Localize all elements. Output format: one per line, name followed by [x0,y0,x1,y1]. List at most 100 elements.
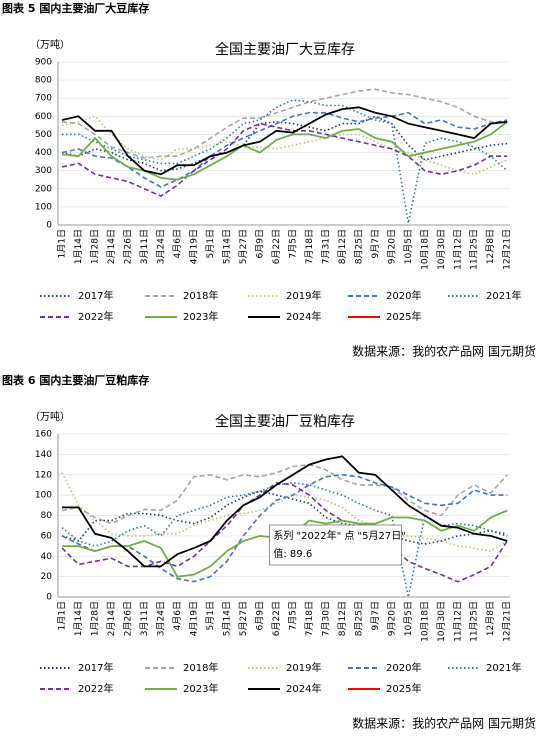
legend-label: 2024年 [286,310,321,323]
legend-label: 2020年 [386,661,421,674]
x-tick-label: 1月14日 [73,601,84,636]
tooltip-box [268,524,402,566]
x-tick-label: 5月27日 [238,229,249,264]
legend-label: 2017年 [78,661,113,674]
y-tick-label: 0 [46,221,52,231]
x-tick-label: 7月31日 [320,229,331,264]
y-tick-label: 100 [35,491,52,501]
x-tick-label: 12月21日 [502,229,513,270]
series-line [61,106,508,176]
chart-title: 全国主要油厂大豆库存 [215,41,355,58]
series-line [61,482,508,583]
x-tick-label: 3月24日 [155,601,166,636]
unit-label: （万吨） [30,38,70,51]
legend-label: 2018年 [183,289,218,302]
x-tick-label: 2月26日 [122,601,133,636]
x-tick-label: 10月5日 [403,601,414,636]
x-tick-label: 7月30日 [320,601,331,636]
x-tick-label: 4月19日 [188,229,199,264]
x-tick-label: 6月9日 [254,601,265,630]
x-tick-label: 7月5日 [287,229,298,258]
x-tick-label: 2月14日 [106,601,117,636]
legend-label: 2025年 [386,310,421,323]
x-tick-label: 8月12日 [337,229,348,264]
series-line [62,99,508,224]
x-tick-label: 2月26日 [122,229,133,264]
x-tick-label: 8月25日 [353,601,364,636]
tooltip-line: 值: 89.6 [273,547,312,560]
y-tick-label: 60 [41,531,53,541]
x-tick-label: 11月12日 [452,601,463,642]
x-tick-label: 12月8日 [485,601,496,636]
series-line [62,455,508,568]
y-tick-label: 120 [35,470,52,480]
y-tick-label: 20 [41,572,53,582]
x-tick-label: 6月22日 [271,601,282,636]
x-tick-label: 7月5日 [287,601,298,630]
x-tick-label: 10月30日 [436,601,447,642]
y-tick-label: 80 [41,511,53,521]
x-tick-label: 5月27日 [238,601,249,636]
y-tick-label: 300 [35,166,52,176]
y-tick-label: 400 [35,148,52,158]
legend-label: 2025年 [386,682,421,695]
legend-label: 2024年 [286,682,321,695]
x-tick-label: 9月20日 [386,229,397,264]
x-tick-label: 10月5日 [403,229,414,264]
x-tick-label: 6月9日 [254,229,265,258]
x-tick-label: 12月21日 [502,601,513,642]
series-line [61,111,508,188]
x-tick-label: 7月18日 [304,601,315,636]
x-tick-label: 3月11日 [139,601,150,636]
x-tick-label: 10月30日 [436,229,447,270]
y-tick-label: 100 [35,202,52,212]
series-line [61,115,508,176]
legend-label: 2021年 [486,661,521,674]
legend-label: 2018年 [183,661,218,674]
x-tick-label: 10月18日 [419,601,430,642]
unit-label: （万吨） [30,410,70,423]
tooltip-line: 系列 "2022年" 点 "5月27日" [273,529,405,542]
legend-label: 2021年 [486,289,521,302]
caption: 图表 6 国内主要油厂豆粕库存 [2,373,149,387]
x-tick-label: 1月14日 [73,229,84,264]
x-tick-label: 11月25日 [469,229,480,270]
legend-label: 2017年 [78,289,113,302]
x-tick-label: 4月19日 [188,601,199,636]
y-tick-label: 600 [35,112,52,122]
x-tick-label: 1月28日 [89,229,100,264]
x-tick-label: 9月20日 [386,601,397,636]
legend-label: 2022年 [78,310,113,323]
legend-label: 2019年 [286,289,321,302]
x-tick-label: 8月12日 [337,601,348,636]
y-tick-label: 140 [35,450,52,460]
series-line [61,472,508,553]
series-line [61,121,508,181]
source-note: 数据来源：我的农产品网 国元期货 [352,716,536,731]
source-note: 数据来源：我的农产品网 国元期货 [352,344,536,359]
x-tick-label: 5月14日 [221,601,232,636]
y-tick-label: 160 [35,430,52,440]
legend-label: 2020年 [386,289,421,302]
x-tick-label: 8月25日 [353,229,364,264]
x-tick-label: 10月18日 [419,229,430,270]
x-tick-label: 5月14日 [221,229,232,264]
x-tick-label: 7月18日 [304,229,315,264]
legend-label: 2019年 [286,661,321,674]
legend-label: 2023年 [183,310,218,323]
series-line [61,115,508,172]
series-line [61,88,508,159]
x-tick-label: 5月1日 [205,229,216,258]
x-tick-label: 1月28日 [89,601,100,636]
x-tick-label: 4月6日 [172,229,183,258]
chart-title: 全国主要油厂豆粕库存 [215,413,355,430]
x-tick-label: 2月14日 [106,229,117,264]
x-tick-label: 9月7日 [370,229,381,258]
series-line [61,473,508,583]
x-tick-label: 1月1日 [57,229,68,258]
x-tick-label: 5月1日 [205,601,216,630]
x-tick-label: 1月1日 [57,601,68,630]
x-tick-label: 9月7日 [370,601,381,630]
x-tick-label: 6月22日 [271,229,282,264]
